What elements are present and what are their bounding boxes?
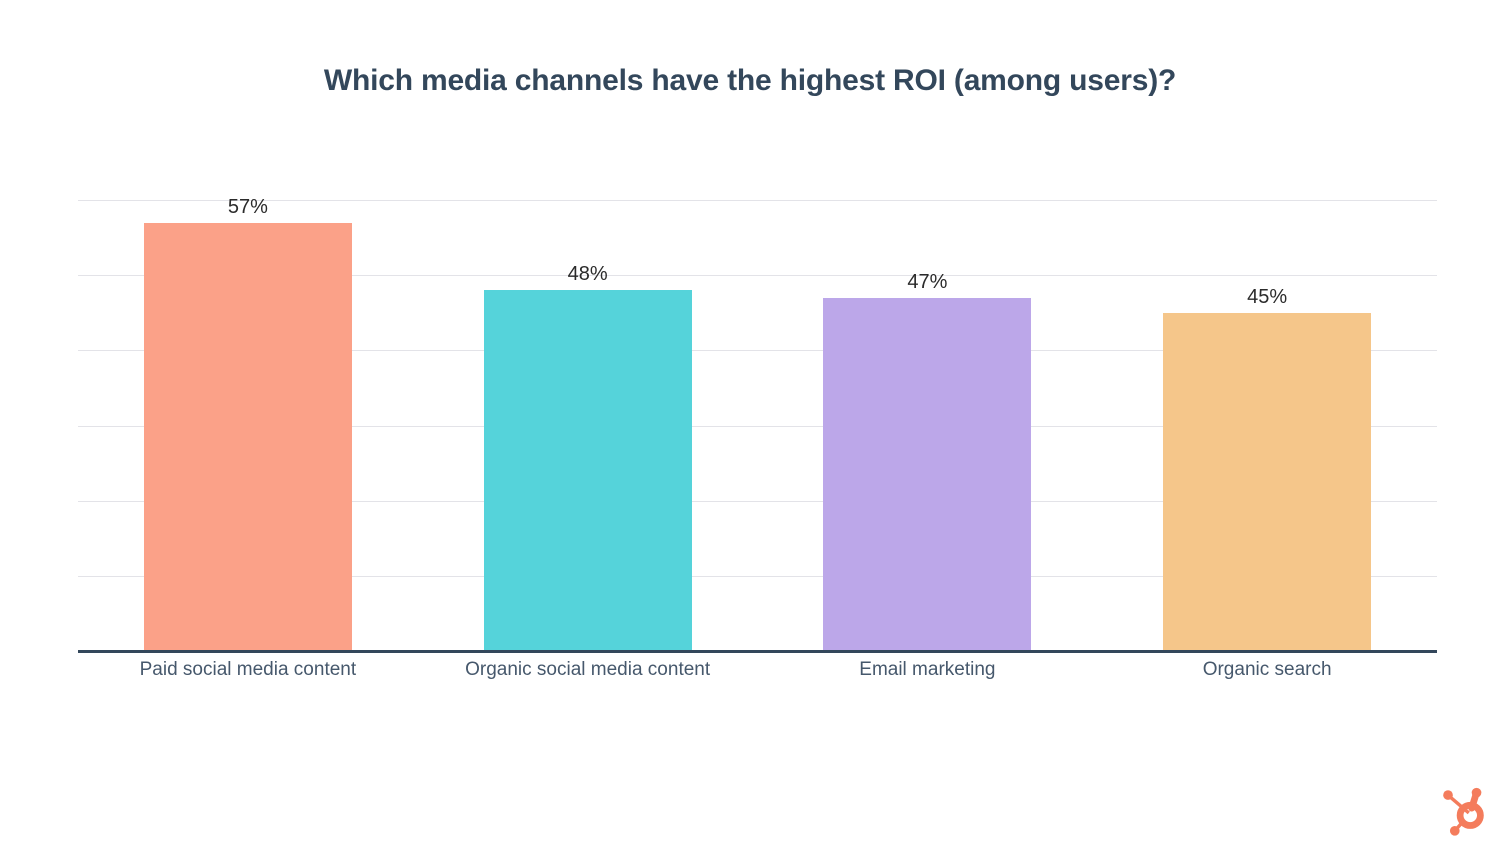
hubspot-sprocket-icon (1434, 783, 1492, 841)
x-axis-line (78, 650, 1437, 653)
x-axis-labels: Paid social media content Organic social … (78, 657, 1437, 687)
bar-paid-social-media-content (143, 222, 352, 651)
category-label-email-marketing: Email marketing (859, 659, 996, 680)
gridline-60pct (78, 200, 1437, 201)
bar-organic-search (1163, 312, 1372, 651)
plot-area: 57% 48% 47% 45% (78, 196, 1437, 653)
value-label-organic-social-media-content: 48% (567, 263, 608, 286)
value-label-paid-social-media-content: 57% (227, 195, 268, 218)
gridline-50pct (78, 275, 1437, 277)
category-label-organic-social-media-content: Organic social media content (465, 659, 711, 680)
gridline-10pct (78, 575, 1437, 577)
category-label-paid-social-media-content: Paid social media content (139, 659, 357, 680)
gridline-20pct (78, 500, 1437, 502)
value-label-organic-search: 45% (1247, 285, 1288, 308)
gridline-30pct (78, 425, 1437, 427)
gridline-40pct (78, 350, 1437, 352)
value-label-email-marketing: 47% (907, 270, 948, 293)
bar-organic-social-media-content (483, 290, 692, 651)
chart-title: Which media channels have the highest RO… (323, 64, 1177, 97)
bar-email-marketing (823, 297, 1032, 651)
category-label-organic-search: Organic search (1202, 659, 1332, 680)
